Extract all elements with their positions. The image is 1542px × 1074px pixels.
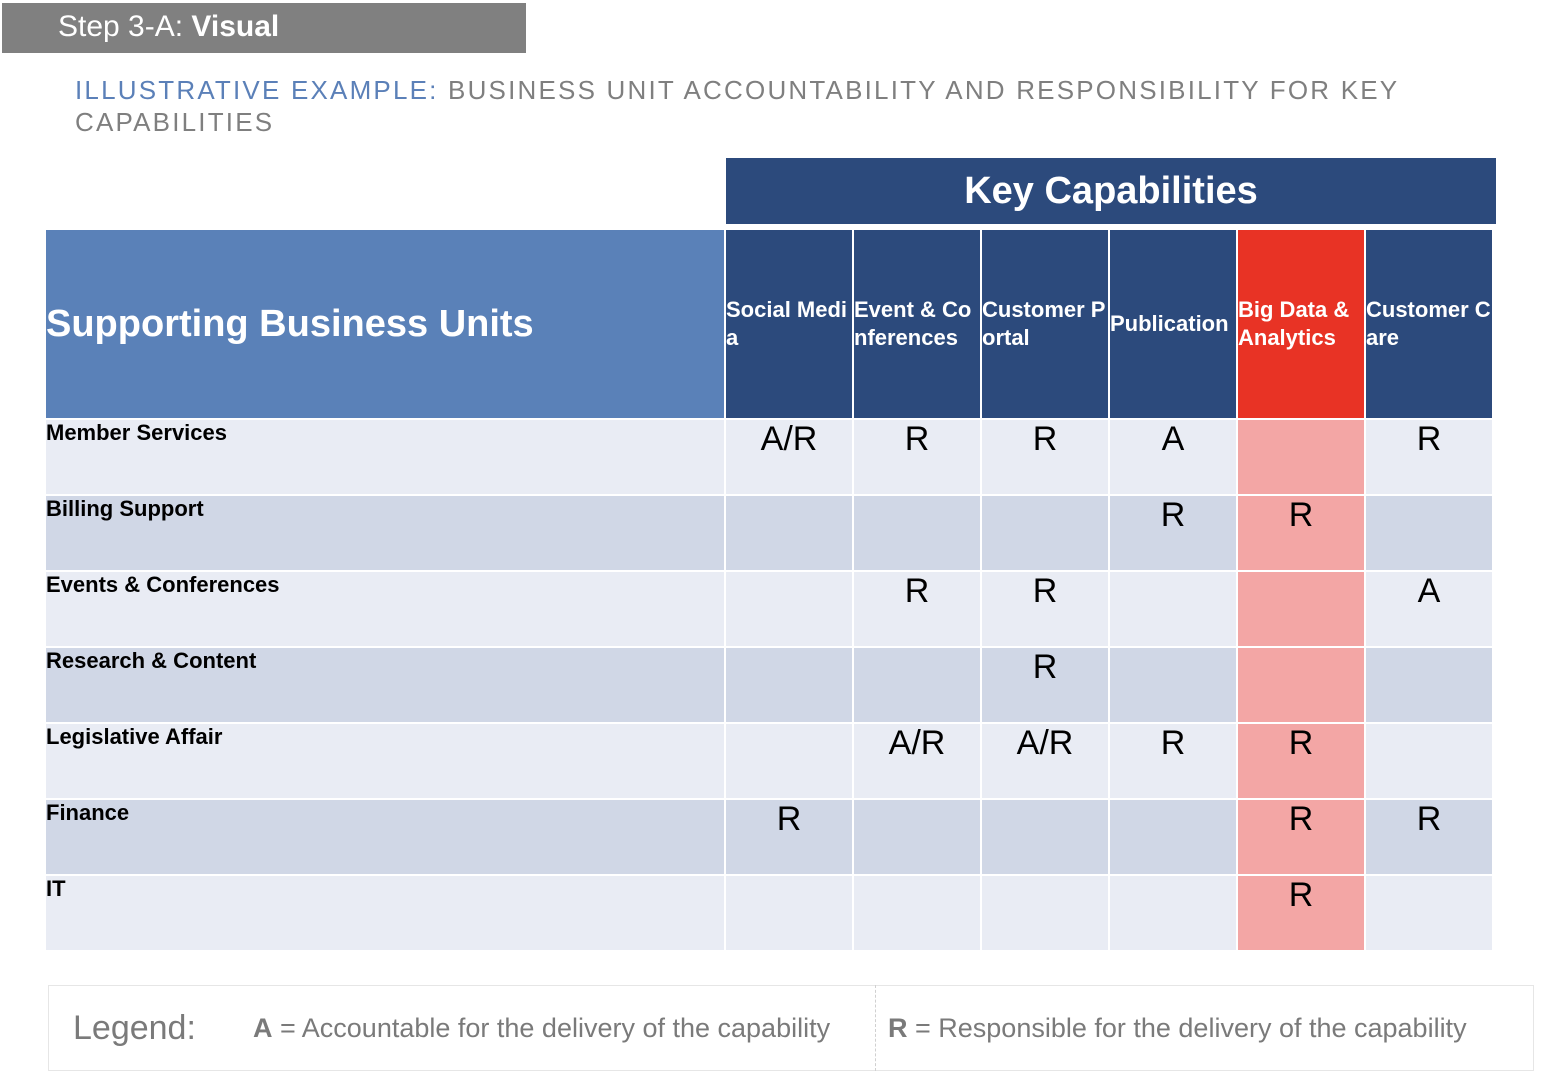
row-label-research-content: Research & Content	[46, 648, 724, 722]
legend-item-responsible: R = Responsible for the delivery of the …	[888, 1013, 1467, 1044]
raci-matrix: Supporting Business Units Social Media E…	[44, 228, 1494, 952]
cell: R	[1110, 724, 1236, 798]
cell: R	[982, 648, 1108, 722]
column-header-social-media: Social Media	[726, 230, 852, 418]
cell	[1366, 648, 1492, 722]
row-label-events-conferences: Events & Conferences	[46, 572, 724, 646]
key-capabilities-header: Key Capabilities	[726, 158, 1496, 224]
cell-highlight	[1238, 648, 1364, 722]
row-label-legislative-affair: Legislative Affair	[46, 724, 724, 798]
legend-text-r: = Responsible for the delivery of the ca…	[907, 1012, 1467, 1043]
cell: R	[726, 800, 852, 874]
column-header-events-conferences: Event & Conferences	[854, 230, 980, 418]
table-row: Billing Support R R	[46, 496, 1492, 570]
cell	[1110, 572, 1236, 646]
cell: R	[982, 572, 1108, 646]
legend-key-r: R	[888, 1012, 908, 1043]
cell	[1110, 648, 1236, 722]
cell	[854, 648, 980, 722]
step-prefix: Step 3-A:	[58, 10, 192, 43]
row-label-finance: Finance	[46, 800, 724, 874]
cell	[854, 876, 980, 950]
cell	[982, 800, 1108, 874]
page-subtitle: ILLUSTRATIVE EXAMPLE: BUSINESS UNIT ACCO…	[75, 74, 1505, 138]
column-header-customer-care: Customer Care	[1366, 230, 1492, 418]
table-row: Finance R R R	[46, 800, 1492, 874]
legend-key-a: A	[253, 1012, 273, 1043]
cell: A/R	[726, 420, 852, 494]
cell: R	[1366, 420, 1492, 494]
step-title-bar: Step 3-A: Visual	[2, 3, 526, 53]
subtitle-highlight: ILLUSTRATIVE EXAMPLE:	[75, 75, 439, 105]
cell	[1366, 876, 1492, 950]
cell-highlight: R	[1238, 496, 1364, 570]
cell: R	[854, 572, 980, 646]
table-row: Member Services A/R R R A R	[46, 420, 1492, 494]
column-header-publication: Publication	[1110, 230, 1236, 418]
subtitle-text: BUSINESS UNIT ACCOUNTABILITY AND RESPONS…	[75, 75, 1399, 137]
cell	[726, 572, 852, 646]
cell	[1110, 876, 1236, 950]
cell: A/R	[982, 724, 1108, 798]
legend-item-accountable: A = Accountable for the delivery of the …	[253, 1013, 875, 1044]
table-row: Legislative Affair A/R A/R R R	[46, 724, 1492, 798]
table-row: IT R	[46, 876, 1492, 950]
cell-highlight: R	[1238, 724, 1364, 798]
cell-highlight	[1238, 572, 1364, 646]
cell	[726, 648, 852, 722]
cell	[1366, 496, 1492, 570]
legend-box: Legend: A = Accountable for the delivery…	[48, 985, 1534, 1071]
cell	[726, 496, 852, 570]
cell: R	[982, 420, 1108, 494]
cell-highlight: R	[1238, 800, 1364, 874]
cell	[982, 496, 1108, 570]
column-header-customer-portal: Customer Portal	[982, 230, 1108, 418]
table-row: Events & Conferences R R A	[46, 572, 1492, 646]
cell-highlight: R	[1238, 876, 1364, 950]
row-label-it: IT	[46, 876, 724, 950]
cell: A/R	[854, 724, 980, 798]
legend-divider	[875, 985, 876, 1071]
cell: R	[854, 420, 980, 494]
cell-highlight	[1238, 420, 1364, 494]
cell	[726, 876, 852, 950]
cell: R	[1366, 800, 1492, 874]
matrix-header-row: Supporting Business Units Social Media E…	[46, 230, 1492, 418]
cell	[854, 800, 980, 874]
step-title: Visual	[191, 10, 280, 43]
cell: A	[1110, 420, 1236, 494]
cell	[982, 876, 1108, 950]
cell	[726, 724, 852, 798]
cell	[1110, 800, 1236, 874]
row-label-billing-support: Billing Support	[46, 496, 724, 570]
supporting-business-units-header: Supporting Business Units	[46, 230, 724, 418]
cell	[1366, 724, 1492, 798]
table-row: Research & Content R	[46, 648, 1492, 722]
cell	[854, 496, 980, 570]
legend-text-a: = Accountable for the delivery of the ca…	[272, 1012, 831, 1043]
row-label-member-services: Member Services	[46, 420, 724, 494]
cell: A	[1366, 572, 1492, 646]
column-header-big-data-analytics: Big Data & Analytics	[1238, 230, 1364, 418]
legend-label: Legend:	[73, 1008, 196, 1047]
cell: R	[1110, 496, 1236, 570]
